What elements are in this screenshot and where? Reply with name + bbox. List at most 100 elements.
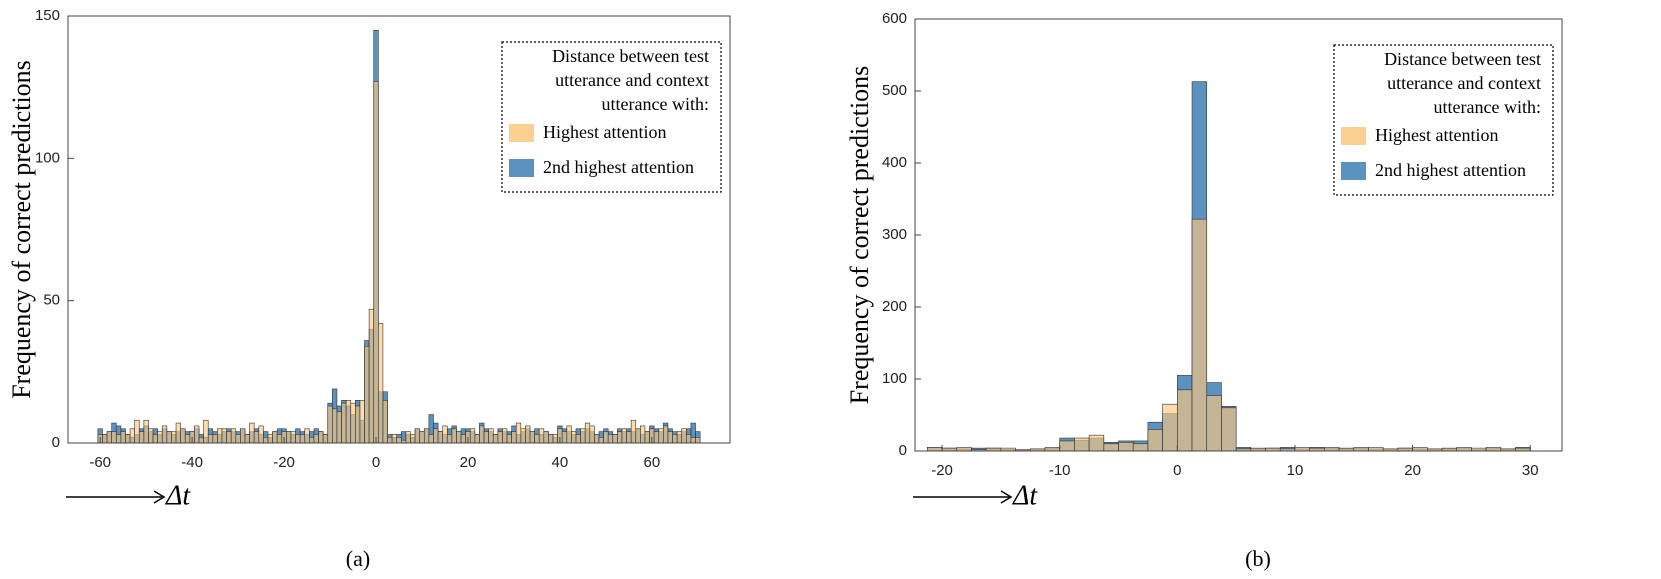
y-tick-label: 150	[35, 7, 60, 24]
bar	[258, 425, 264, 444]
bar	[290, 431, 296, 444]
bar	[690, 437, 696, 444]
bar	[276, 434, 283, 444]
bar	[286, 431, 292, 444]
bar	[304, 428, 310, 444]
bar	[676, 431, 683, 444]
bar	[1088, 434, 1105, 452]
bar	[538, 428, 545, 444]
bar	[295, 434, 301, 444]
bar	[115, 434, 122, 444]
bar	[368, 308, 375, 444]
bar	[194, 425, 200, 444]
bar	[575, 434, 581, 444]
bar	[686, 434, 692, 444]
bar	[387, 437, 393, 444]
bar	[497, 431, 503, 444]
x-tick-label: -20	[273, 454, 295, 471]
bar	[667, 431, 673, 444]
bar	[492, 434, 499, 444]
bar	[506, 434, 512, 444]
bar	[318, 431, 324, 444]
bar	[1132, 443, 1149, 452]
bar	[663, 425, 669, 444]
legend-swatch	[1341, 162, 1366, 180]
bar	[359, 399, 365, 444]
bar	[180, 428, 186, 444]
bar	[1368, 447, 1384, 452]
bar	[364, 345, 370, 444]
bar	[313, 434, 319, 444]
bar	[226, 431, 232, 444]
legend-title: utterance with:	[602, 94, 709, 114]
bar	[148, 428, 154, 444]
bar	[607, 434, 614, 444]
x-tick-label: 20	[460, 454, 477, 471]
bar	[396, 437, 402, 444]
bar	[1206, 395, 1222, 452]
bar	[184, 434, 191, 444]
bar	[534, 434, 540, 444]
bar	[171, 431, 177, 444]
bar	[235, 434, 241, 444]
legend-box	[501, 41, 722, 193]
bar	[1147, 429, 1163, 452]
bar	[548, 434, 554, 444]
x-arrow-head	[1000, 490, 1013, 504]
bar	[244, 434, 250, 444]
y-tick-label: 100	[35, 149, 60, 166]
bar	[125, 434, 131, 444]
y-tick-label: 50	[43, 292, 60, 309]
bar	[327, 405, 333, 444]
legend-swatch	[1341, 127, 1366, 145]
bar	[630, 419, 637, 444]
bar	[552, 434, 558, 444]
caption: (b)	[1245, 546, 1271, 571]
bar	[483, 431, 489, 444]
bar	[1162, 403, 1178, 452]
bar	[391, 434, 398, 444]
bar	[414, 428, 420, 444]
bar	[451, 428, 457, 444]
bar	[240, 428, 246, 444]
x-tick-label: 30	[1522, 462, 1539, 479]
bar	[1353, 447, 1369, 452]
y-tick-label: 400	[882, 154, 907, 171]
x-tick-label: -60	[89, 454, 111, 471]
x-arrow-head	[153, 490, 166, 504]
bar	[378, 323, 384, 444]
x-tick-label: 20	[1404, 462, 1421, 479]
x-tick-label: 40	[552, 454, 569, 471]
bar	[410, 434, 416, 444]
y-axis-label: Frequency of correct predictions	[7, 60, 36, 399]
bar	[956, 447, 972, 452]
legend-title: Distance between test	[1384, 49, 1541, 69]
bar	[143, 419, 149, 444]
bar	[566, 425, 572, 444]
bar	[488, 428, 494, 444]
x-tick-label: -20	[931, 462, 953, 479]
bar	[446, 434, 453, 444]
bar	[640, 425, 646, 444]
bar	[695, 437, 701, 444]
bar	[1221, 407, 1237, 452]
bar	[469, 428, 476, 444]
x-tick-label: 0	[372, 454, 380, 471]
bar	[111, 431, 117, 444]
bar	[175, 422, 181, 444]
legend-box	[1333, 44, 1554, 196]
legend-title: utterance and context	[555, 70, 709, 90]
bar	[589, 425, 595, 444]
y-tick-label: 600	[882, 10, 907, 27]
bar	[635, 428, 641, 444]
caption: (a)	[346, 546, 370, 571]
bar	[249, 422, 255, 444]
bar	[157, 431, 163, 444]
bar	[263, 437, 269, 444]
bar	[1044, 447, 1060, 452]
bar	[221, 428, 227, 444]
bar	[456, 431, 462, 444]
bar	[272, 431, 278, 444]
bar	[419, 431, 425, 444]
